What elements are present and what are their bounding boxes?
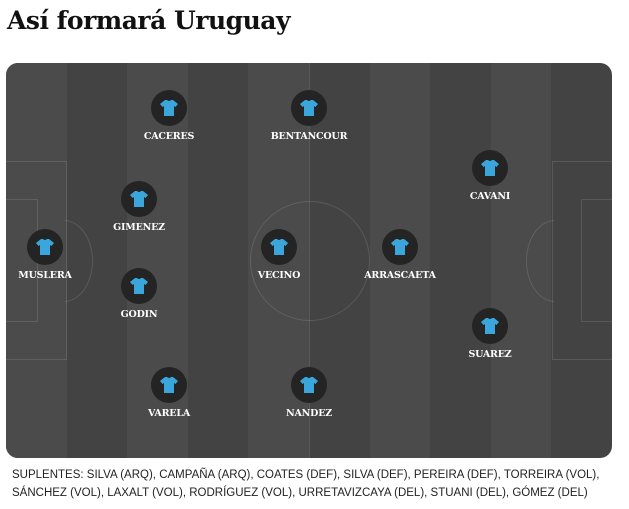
jersey-icon [270, 239, 288, 255]
player-name: VECINO [257, 270, 301, 281]
player-badge [261, 229, 297, 265]
right-goal-area [581, 199, 612, 322]
center-circle [250, 201, 370, 321]
player-marker: ARRASCAETA [345, 229, 455, 281]
player-name: CAVANI [469, 191, 511, 202]
player-badge [151, 367, 187, 403]
jersey-icon [130, 278, 148, 294]
substitutes-line: SUPLENTES: SILVA (ARQ), CAMPAÑA (ARQ), C… [12, 469, 600, 481]
player-badge [472, 150, 508, 186]
player-marker: BENTANCOUR [254, 90, 364, 142]
player-marker: VECINO [224, 229, 334, 281]
player-marker: VARELA [114, 367, 224, 419]
player-name: MUSLERA [18, 270, 72, 281]
player-badge [27, 229, 63, 265]
player-marker: NANDEZ [254, 367, 364, 419]
player-marker: CACERES [114, 90, 224, 142]
jersey-icon [36, 239, 54, 255]
player-name: ARRASCAETA [364, 270, 436, 281]
jersey-icon [160, 377, 178, 393]
substitutes-list: SUPLENTES: SILVA (ARQ), CAMPAÑA (ARQ), C… [12, 466, 622, 502]
player-name: CACERES [143, 131, 195, 142]
player-name: VARELA [148, 408, 190, 419]
jersey-icon [300, 377, 318, 393]
player-marker: SUAREZ [435, 308, 545, 360]
player-name: BENTANCOUR [270, 131, 348, 142]
player-name: GODIN [120, 309, 158, 320]
jersey-icon [391, 239, 409, 255]
player-badge [472, 308, 508, 344]
soccer-field: CACERES BENTANCOUR GIMENEZ MUSLERA VECINO ARR… [6, 63, 612, 458]
player-marker: GODIN [84, 268, 194, 320]
player-badge [382, 229, 418, 265]
player-marker: GIMENEZ [84, 181, 194, 233]
jersey-icon [160, 100, 178, 116]
substitutes-line: SÁNCHEZ (VOL), LAXALT (VOL), RODRÍGUEZ (… [12, 487, 588, 499]
player-badge [121, 181, 157, 217]
player-marker: CAVANI [435, 150, 545, 202]
player-badge [291, 367, 327, 403]
player-marker: MUSLERA [6, 229, 100, 281]
jersey-icon [481, 160, 499, 176]
jersey-icon [130, 191, 148, 207]
jersey-icon [481, 318, 499, 334]
player-name: GIMENEZ [113, 222, 165, 233]
page-title: Así formará Uruguay [7, 6, 291, 35]
player-badge [151, 90, 187, 126]
player-badge [291, 90, 327, 126]
jersey-icon [300, 100, 318, 116]
player-name: NANDEZ [286, 408, 332, 419]
player-badge [121, 268, 157, 304]
player-name: SUAREZ [468, 349, 512, 360]
